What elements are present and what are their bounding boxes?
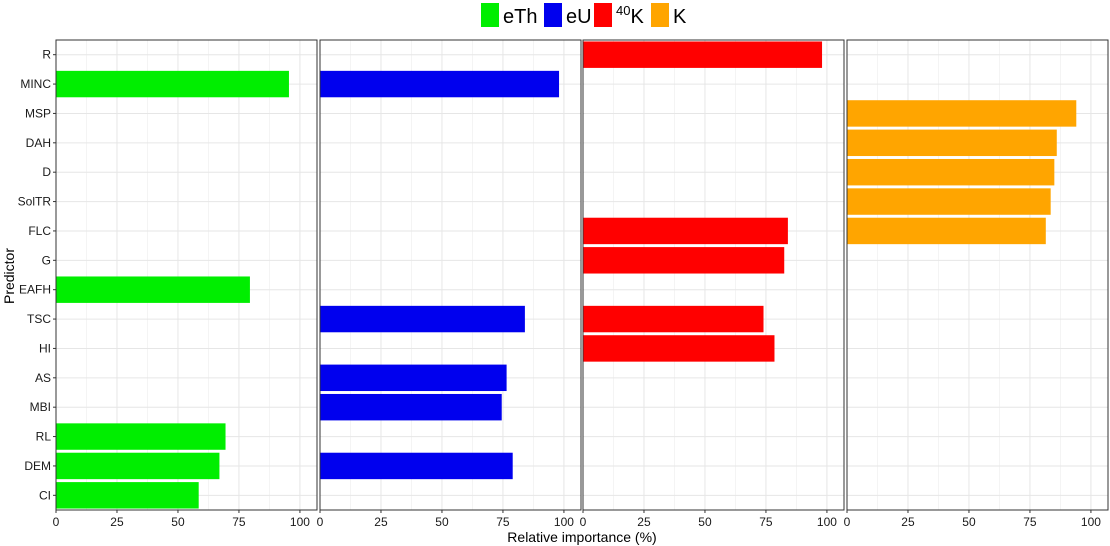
y-tick-label: D: [42, 165, 51, 179]
x-tick-label: 75: [759, 515, 773, 529]
y-tick-label: DAH: [26, 136, 51, 150]
legend: eTh eU 40K K: [481, 3, 687, 28]
bar-eTh-DEM: [56, 452, 220, 480]
bar-eU-MINC: [320, 70, 560, 98]
x-tick-label: 25: [901, 515, 915, 529]
bar-eTh-MINC: [56, 70, 289, 98]
bar-40K-TSC: [583, 305, 764, 333]
panel-border: [846, 39, 1109, 511]
y-tick-label: MBI: [30, 400, 51, 414]
y-tick-label: MSP: [25, 106, 51, 120]
x-tick-label: 50: [171, 515, 185, 529]
y-tick-label: FLC: [28, 224, 51, 238]
bar-40K-FLC: [583, 217, 788, 245]
legend-swatch: [544, 3, 562, 27]
bar-40K-G: [583, 247, 785, 274]
bar-K-D: [847, 158, 1055, 186]
bar-eU-MBI: [320, 393, 502, 421]
bar-40K-R: [583, 41, 823, 68]
x-tick-label: 25: [374, 515, 388, 529]
y-tick-label: R: [42, 48, 51, 62]
bar-eU-TSC: [320, 305, 525, 333]
bar-eTh-CI: [56, 482, 199, 509]
legend-item-eU: eU: [544, 3, 592, 28]
y-tick-label: RL: [36, 430, 52, 444]
x-tick-label: 0: [317, 515, 324, 529]
x-tick-label: 50: [698, 515, 712, 529]
bar-eU-DEM: [320, 452, 513, 480]
bar-40K-HI: [583, 335, 775, 362]
x-tick-label: 50: [435, 515, 449, 529]
bar-eTh-EAFH: [56, 276, 250, 303]
legend-label: K: [673, 6, 687, 28]
legend-label: 40K: [616, 3, 644, 28]
y-tick-label: SolTR: [18, 195, 52, 209]
legend-label: eU: [566, 6, 592, 28]
y-tick-label: G: [42, 253, 51, 267]
y-tick-label: EAFH: [19, 283, 51, 297]
y-tick-label: AS: [35, 371, 51, 385]
y-tick-label: CI: [39, 488, 51, 502]
panel-background: [583, 40, 844, 510]
bar-K-FLC: [847, 217, 1046, 245]
x-tick-label: 100: [817, 515, 837, 529]
panel-background: [320, 40, 581, 510]
x-tick-label: 25: [110, 515, 124, 529]
y-tick-label: DEM: [24, 459, 51, 473]
legend-item-eTh: eTh: [481, 3, 537, 28]
x-tick-label: 75: [232, 515, 246, 529]
y-axis-categories: R MINC MSP DAH D SolTR FLC G EAFH TSC HI AS MBI RL DEM…: [18, 48, 56, 502]
x-tick-label: 50: [962, 515, 976, 529]
x-tick-label: 100: [554, 515, 574, 529]
legend-swatch: [481, 3, 499, 27]
panel-3: 0 25 50 75 100: [844, 39, 1109, 529]
facet-panels: 0 25 50 75 100 0 25 50 75 100 0 25 50 75 100 0 25 50 75 100: [53, 39, 1109, 529]
y-axis-title: Predictor: [1, 248, 17, 304]
bar-eTh-RL: [56, 423, 226, 450]
x-tick-label: 75: [496, 515, 510, 529]
x-tick-label: 0: [53, 515, 60, 529]
legend-swatch: [594, 3, 612, 27]
x-tick-label: 100: [1081, 515, 1101, 529]
legend-item-K: K: [651, 3, 687, 28]
panel-1: 0 25 50 75 100: [317, 39, 582, 529]
bar-eU-AS: [320, 364, 507, 392]
legend-label: eTh: [503, 6, 537, 28]
panel-border: [319, 39, 582, 511]
x-axis-title: Relative importance (%): [507, 529, 656, 545]
x-tick-label: 0: [844, 515, 851, 529]
panel-0: 0 25 50 75 100: [53, 39, 318, 529]
x-tick-label: 0: [580, 515, 587, 529]
bar-K-SolTR: [847, 188, 1051, 215]
bar-K-MSP: [847, 100, 1077, 127]
panel-2: 0 25 50 75 100: [580, 39, 845, 529]
y-tick-label: TSC: [27, 312, 51, 326]
x-tick-label: 100: [290, 515, 310, 529]
x-tick-label: 75: [1023, 515, 1037, 529]
bar-K-DAH: [847, 129, 1057, 157]
y-tick-label: MINC: [20, 77, 51, 91]
legend-swatch: [651, 3, 669, 27]
y-tick-label: HI: [39, 341, 51, 355]
x-tick-label: 25: [637, 515, 651, 529]
panel-border: [582, 39, 845, 511]
legend-item-40K: 40K: [594, 3, 644, 28]
panel-border: [55, 39, 318, 511]
